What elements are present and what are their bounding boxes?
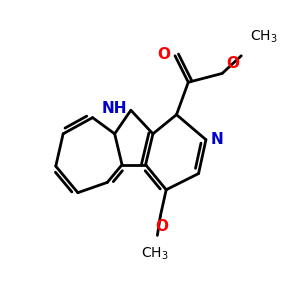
Text: O: O (158, 47, 171, 62)
Text: NH: NH (102, 101, 127, 116)
Text: O: O (155, 219, 168, 234)
Text: O: O (226, 56, 240, 70)
Text: CH$_3$: CH$_3$ (250, 29, 278, 46)
Text: N: N (210, 132, 223, 147)
Text: CH$_3$: CH$_3$ (141, 246, 168, 262)
